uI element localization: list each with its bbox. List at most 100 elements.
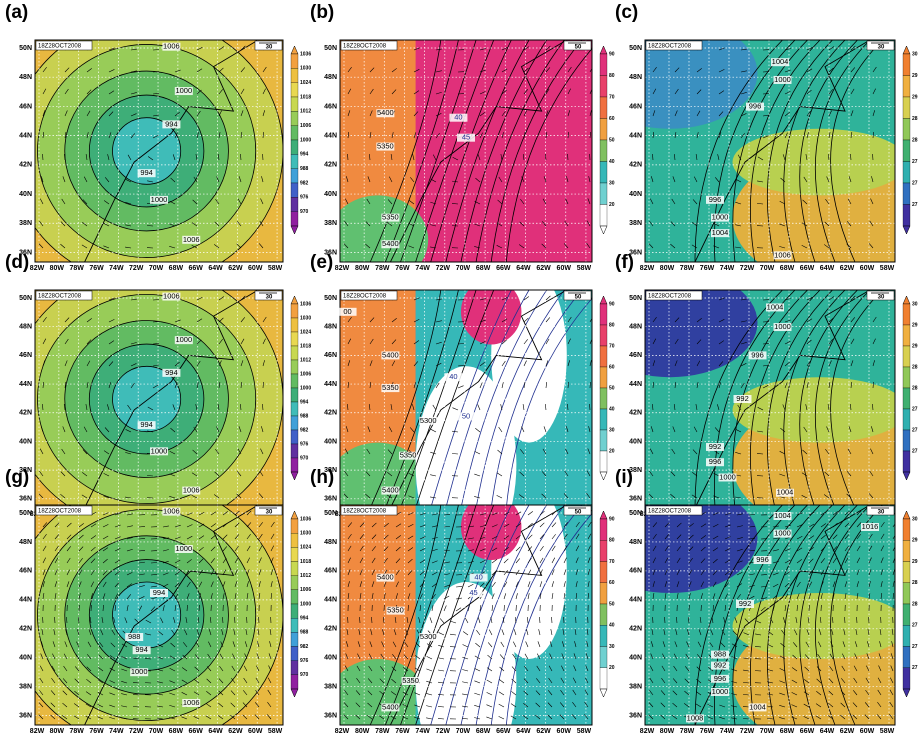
y-tick-label: 40N <box>324 191 337 198</box>
contour-label: 1000 <box>151 446 168 455</box>
colorbar-swatch <box>291 675 298 689</box>
colorbar-swatch <box>291 360 298 374</box>
colorbar-swatch <box>903 205 910 227</box>
colorbar-label: 27 <box>912 180 918 186</box>
contour-label: 996 <box>709 457 722 466</box>
y-tick-label: 36N <box>19 712 32 719</box>
x-tick-label: 70W <box>760 728 775 735</box>
y-tick-label: 50N <box>629 295 642 302</box>
y-tick-label: 48N <box>324 74 337 81</box>
colorbar-label: 40 <box>609 623 615 629</box>
x-tick-label: 62W <box>536 728 551 735</box>
x-tick-label: 58W <box>268 728 283 735</box>
colorbar-swatch <box>903 119 910 141</box>
y-tick-label: 42N <box>19 162 32 169</box>
contour-label: 5350 <box>400 451 417 460</box>
colorbar-label: 988 <box>300 166 309 172</box>
x-tick-label: 64W <box>208 265 223 272</box>
y-tick-label: 36N <box>629 712 642 719</box>
x-tick-label: 80W <box>50 728 65 735</box>
colorbar-cap <box>600 689 607 697</box>
contour-label: 994 <box>165 119 178 128</box>
colorbar-swatch <box>903 346 910 367</box>
contour-label: 1000 <box>774 75 791 84</box>
colorbar-swatch <box>903 325 910 346</box>
x-tick-label: 60W <box>860 728 875 735</box>
colorbar-swatch <box>600 54 607 76</box>
x-tick-label: 72W <box>129 265 144 272</box>
shading <box>113 582 181 648</box>
x-tick-label: 80W <box>50 265 65 272</box>
colorbar-label: 994 <box>300 152 309 158</box>
contour-label: 1006 <box>183 235 200 244</box>
y-tick-label: 42N <box>19 626 32 633</box>
colorbar-label: 982 <box>300 427 309 433</box>
panel-label: (b) <box>310 2 334 23</box>
colorbar-swatch <box>291 402 298 416</box>
x-tick-label: 72W <box>740 728 755 735</box>
colorbar-swatch <box>291 54 298 68</box>
vector-ref-label: 50 <box>575 45 582 51</box>
shading <box>733 377 908 442</box>
colorbar-label: 28 <box>912 385 918 391</box>
contour-label: 1006 <box>774 250 791 259</box>
colorbar-label: 70 <box>609 94 615 100</box>
colorbar-label: 40 <box>609 406 615 412</box>
y-tick-label: 46N <box>324 568 337 575</box>
x-tick-label: 60W <box>557 265 572 272</box>
colorbar-label: 28 <box>912 601 918 607</box>
colorbar-label: 1012 <box>300 357 311 363</box>
x-tick-label: 66W <box>496 265 511 272</box>
colorbar-label: 30 <box>609 644 615 650</box>
y-tick-label: 38N <box>629 220 642 227</box>
x-tick-label: 58W <box>880 728 895 735</box>
colorbar-label: 970 <box>300 209 309 215</box>
colorbar-label: 988 <box>300 630 309 636</box>
colorbar-swatch <box>291 388 298 402</box>
x-tick-label: 80W <box>660 265 675 272</box>
y-tick-label: 48N <box>19 539 32 546</box>
panel-label: (c) <box>615 2 638 23</box>
colorbar-label: 30 <box>912 301 918 307</box>
contour-label: 1000 <box>774 529 791 538</box>
y-tick-label: 48N <box>324 324 337 331</box>
colorbar-swatch <box>903 97 910 119</box>
panel-label: (f) <box>615 252 634 273</box>
contour-label: 1000 <box>774 322 791 331</box>
map <box>327 483 599 742</box>
colorbar-label: 1000 <box>300 385 311 391</box>
colorbar-swatch <box>291 444 298 458</box>
contour-label: 5300 <box>420 632 437 641</box>
colorbar-swatch <box>291 169 298 183</box>
contour-label: 5400 <box>382 702 399 711</box>
y-tick-label: 46N <box>19 103 32 110</box>
contour-label: 1006 <box>183 698 200 707</box>
contour-label: 1008 <box>687 713 704 722</box>
y-tick-label: 44N <box>19 381 32 388</box>
y-tick-label: 44N <box>19 132 32 139</box>
colorbar-swatch <box>903 388 910 409</box>
colorbar-label: 970 <box>300 672 309 678</box>
x-tick-label: 74W <box>720 265 735 272</box>
contour-label: 992 <box>739 599 752 608</box>
colorbar-swatch <box>291 547 298 561</box>
colorbar-swatch <box>600 162 607 184</box>
colorbar-swatch <box>600 205 607 227</box>
x-tick-label: 78W <box>375 265 390 272</box>
date-stamp: 18Z28OCT2008 <box>343 294 387 300</box>
contour-label: 1016 <box>862 522 879 531</box>
colorbar-label: 30 <box>912 51 918 57</box>
x-tick-label: 60W <box>248 728 263 735</box>
colorbar-swatch <box>291 197 298 211</box>
colorbar-swatch <box>291 212 298 226</box>
colorbar-swatch <box>600 76 607 98</box>
colorbar-swatch <box>291 416 298 430</box>
contour-label: 40 <box>449 372 457 381</box>
contour-label: 996 <box>714 674 727 683</box>
y-tick-label: 48N <box>629 324 642 331</box>
y-tick-label: 38N <box>19 684 32 691</box>
x-tick-label: 82W <box>30 728 45 735</box>
y-tick-label: 42N <box>324 162 337 169</box>
map <box>10 483 283 742</box>
colorbar-label: 60 <box>609 580 615 586</box>
